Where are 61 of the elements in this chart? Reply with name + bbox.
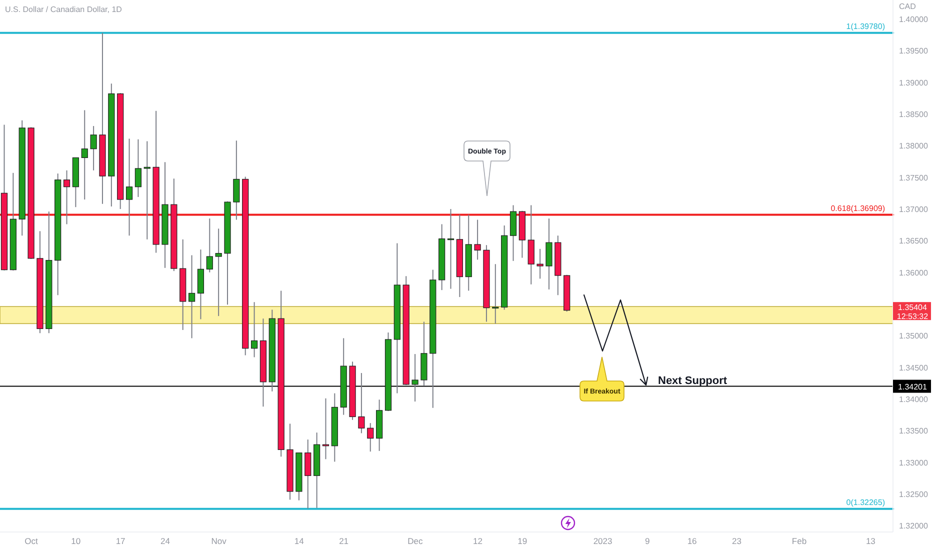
x-tick-label: 2023 [593, 536, 612, 546]
candlestick [206, 218, 213, 273]
x-tick-label: 23 [732, 536, 742, 546]
candlestick [63, 170, 70, 225]
y-tick-label: 1.32500 [899, 490, 928, 499]
candlestick [188, 254, 196, 339]
y-tick-label: 1.37000 [899, 205, 928, 214]
y-tick-label: 1.33500 [899, 426, 928, 436]
annotation: 1.35404 [898, 303, 928, 312]
y-tick-label: 1.40000 [899, 15, 928, 24]
candlestick [81, 110, 88, 200]
candlestick [367, 422, 374, 452]
x-tick-label: 9 [645, 536, 650, 546]
x-tick-label: Feb [792, 536, 807, 546]
y-tick-label: 1.38500 [899, 110, 928, 119]
candlestick [134, 138, 142, 198]
annotation: Next Support [658, 374, 728, 387]
x-tick-label: 10 [71, 536, 81, 546]
y-tick-label: 1.39500 [899, 46, 928, 56]
candlestick [126, 138, 133, 236]
candlestick [233, 140, 240, 220]
x-tick-label: 17 [116, 536, 126, 546]
candlestick [144, 140, 150, 240]
ref-line-label: 0.618(1.36909) [830, 204, 886, 213]
x-tick-label: 16 [687, 536, 698, 546]
candlestick [215, 228, 222, 317]
y-tick-label: 1.35000 [899, 332, 928, 341]
y-axis-title: CAD [899, 2, 916, 11]
y-tick-label: 1.36500 [899, 236, 928, 246]
x-tick-label: 19 [518, 536, 528, 546]
candlestick [536, 248, 544, 280]
candlestick [492, 264, 499, 324]
candlestick [358, 372, 365, 434]
x-tick-label: 14 [294, 536, 304, 546]
x-tick-label: Nov [211, 536, 228, 546]
ref-line-label: 0(1.32265) [846, 498, 886, 507]
candlestick [90, 126, 97, 171]
ref-line-label: 1.34201 [898, 382, 928, 392]
x-tick-label: 13 [866, 536, 876, 546]
y-tick-label: 1.37500 [899, 173, 928, 182]
text: U.S. Dollar / Canadian Dollar, 1D [5, 5, 122, 14]
candlestick [447, 208, 454, 290]
candlestick [304, 439, 312, 510]
y-tick-label: 1.39000 [899, 78, 928, 88]
x-tick-label: Oct [24, 536, 38, 546]
candlestick [546, 218, 552, 290]
candlestick [250, 302, 258, 358]
text: 12:53:32 [896, 312, 929, 322]
candlestick [412, 354, 418, 402]
y-tick-label: 1.36000 [899, 268, 928, 278]
y-tick-label: 1.38000 [899, 142, 928, 151]
ref-line-label: 1(1.39780) [846, 22, 886, 31]
y-tick-label: 1.33000 [899, 458, 928, 468]
x-tick-label: 21 [339, 536, 349, 546]
y-tick-label: 1.34500 [899, 363, 928, 372]
x-tick-label: 24 [160, 536, 170, 546]
y-tick-label: 1.32000 [899, 522, 928, 531]
x-tick-label: 12 [473, 536, 483, 546]
y-tick-label: 1.34000 [899, 395, 928, 404]
candlestick [474, 219, 481, 260]
x-tick-label: Dec [408, 536, 424, 546]
